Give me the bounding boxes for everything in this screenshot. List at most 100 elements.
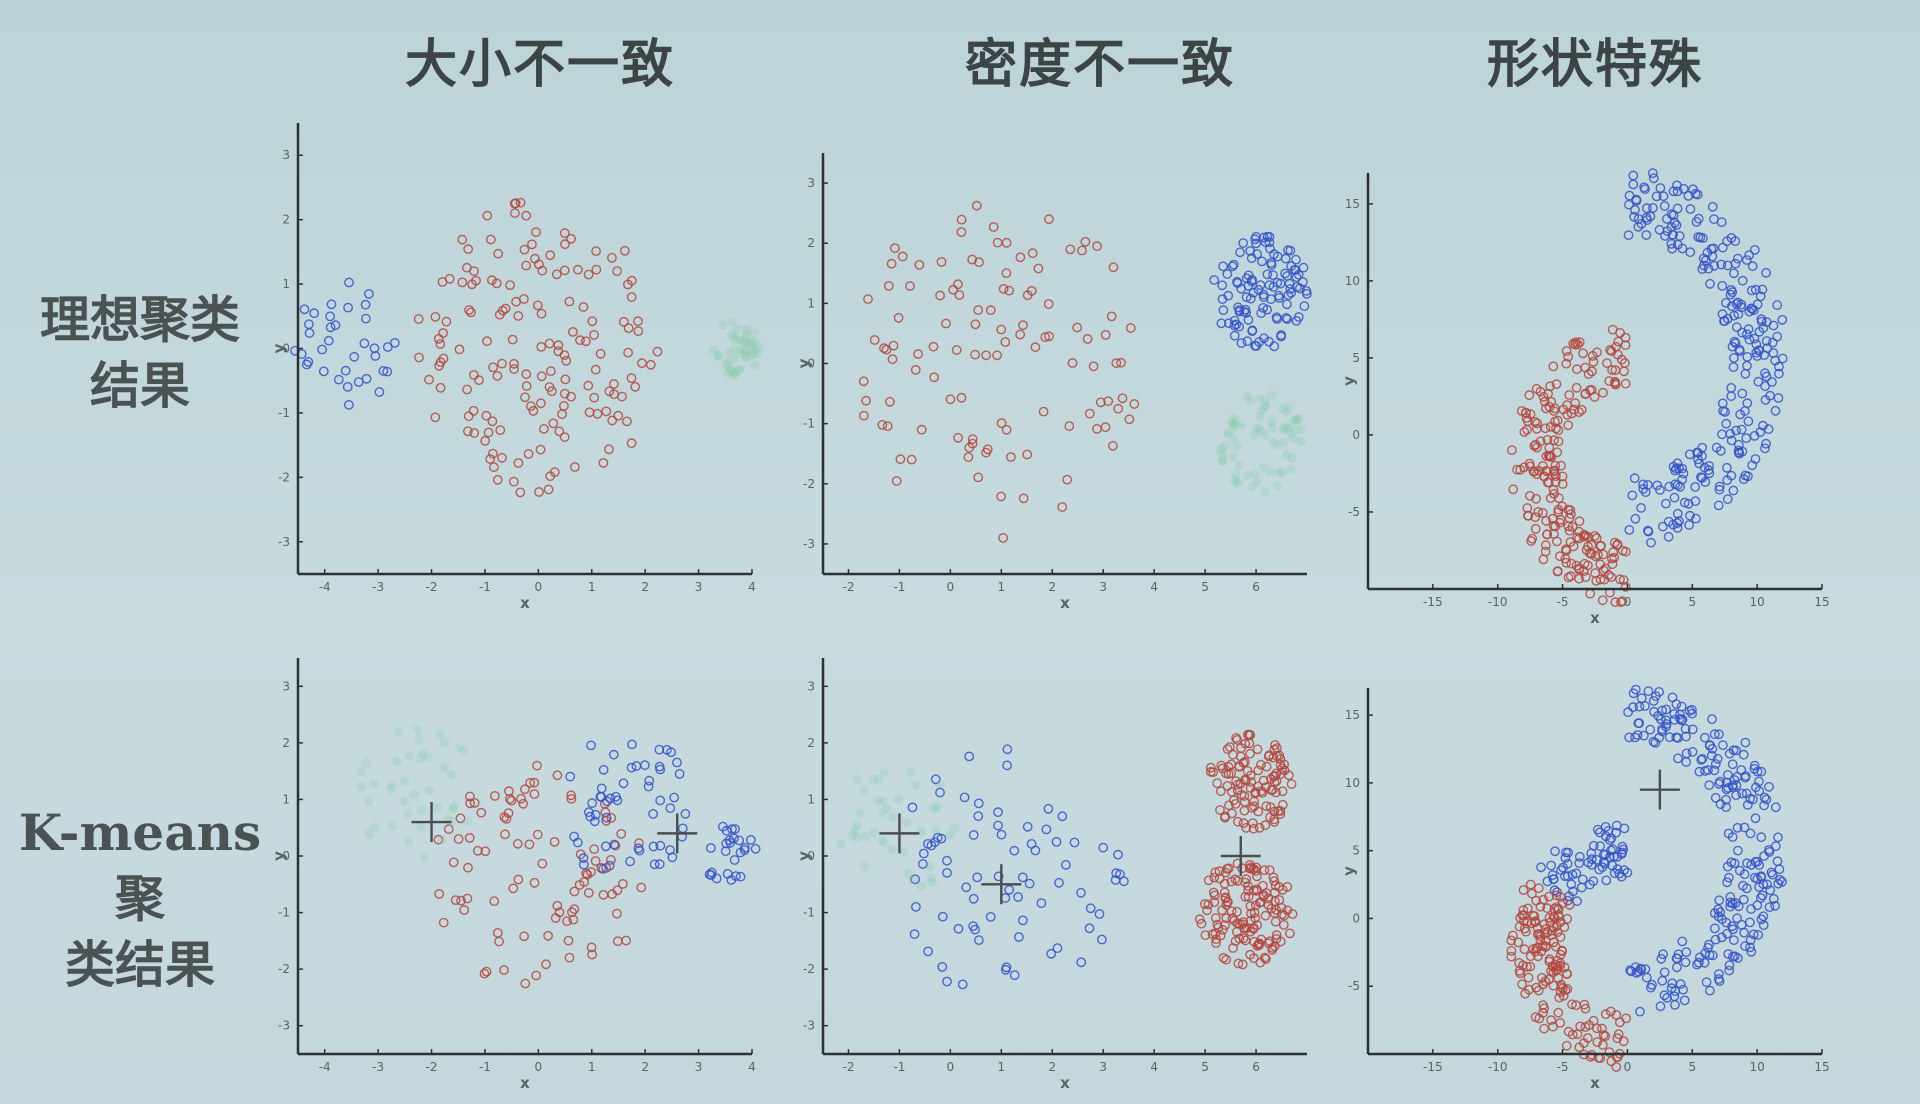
data-point-red	[1255, 759, 1266, 770]
data-point-red	[1111, 358, 1122, 369]
data-point-red	[1545, 381, 1556, 392]
data-point-blue	[1216, 318, 1227, 329]
col-title-density: 密度不一致	[964, 35, 1235, 95]
y-tick-label: 2	[807, 236, 815, 250]
data-point-blue	[1017, 872, 1028, 883]
data-point-red	[1522, 416, 1533, 427]
data-point-red	[469, 428, 480, 438]
data-point-red	[626, 373, 637, 383]
data-point-red	[545, 471, 556, 482]
y-tick-label: 0	[282, 342, 290, 356]
data-point-red	[525, 401, 536, 411]
data-point-green	[934, 779, 945, 789]
data-point-red	[1269, 876, 1280, 887]
data-point-red	[882, 421, 893, 431]
data-point-red	[1209, 872, 1220, 883]
data-point-red	[443, 824, 454, 835]
data-point-red	[992, 237, 1003, 248]
data-point-red	[626, 438, 637, 449]
x-tick-label: -2	[426, 580, 438, 594]
y-tick-label: 3	[282, 148, 290, 162]
data-point-red	[526, 239, 537, 250]
data-point-red	[532, 829, 543, 840]
data-point-red	[913, 349, 924, 359]
data-point-blue	[1001, 962, 1012, 973]
data-point-red	[1222, 863, 1232, 874]
data-point-blue	[972, 872, 983, 883]
data-point-red	[1506, 445, 1517, 455]
data-point-red	[1243, 891, 1254, 902]
data-point-red	[1194, 914, 1205, 925]
data-point-green	[916, 881, 927, 891]
data-point-blue	[317, 344, 327, 355]
data-point-red	[1283, 770, 1294, 781]
data-point-blue	[1684, 520, 1694, 530]
data-point-red	[583, 380, 594, 391]
data-point-green	[742, 351, 752, 362]
data-point-blue	[1232, 276, 1242, 287]
data-point-blue	[1757, 284, 1768, 295]
data-point-red	[1240, 738, 1251, 749]
y-tick-label: -3	[803, 537, 815, 551]
data-point-blue	[1721, 802, 1731, 813]
data-point-blue	[1772, 331, 1783, 342]
data-point-blue	[1685, 204, 1696, 214]
data-point-green	[745, 337, 755, 347]
data-point-blue	[1536, 862, 1546, 873]
data-point-blue	[973, 935, 984, 945]
data-point-green	[1256, 426, 1266, 437]
x-tick-label: 0	[535, 1060, 543, 1074]
data-point-blue	[1738, 894, 1749, 905]
data-point-red	[1546, 1015, 1557, 1026]
data-point-red	[531, 970, 542, 981]
data-point-blue	[1760, 394, 1771, 405]
data-point-red	[1275, 809, 1286, 820]
row-label-ideal-line1: 理想聚类	[40, 290, 240, 349]
data-point-red	[586, 867, 596, 877]
data-point-red	[1215, 930, 1226, 941]
data-point-red	[1018, 493, 1029, 504]
data-point-blue	[1738, 474, 1749, 484]
data-point-red	[434, 360, 445, 371]
data-point-blue	[1749, 760, 1760, 771]
x-tick-label: 0	[947, 1060, 955, 1074]
y-tick-label: 2	[282, 213, 290, 227]
data-point-green	[1231, 469, 1241, 479]
data-point-blue	[727, 824, 737, 835]
data-point-blue	[1625, 965, 1635, 976]
data-point-red	[1271, 933, 1282, 944]
data-point-red	[1222, 780, 1233, 791]
data-point-red	[465, 798, 476, 809]
data-point-red	[1574, 573, 1585, 584]
data-point-blue	[1690, 513, 1701, 524]
data-point-red	[1561, 557, 1572, 568]
data-point-blue	[1712, 753, 1723, 764]
data-point-red	[463, 244, 474, 255]
data-point-red	[430, 311, 441, 322]
data-point-green	[1231, 477, 1242, 488]
data-point-red	[521, 381, 532, 391]
data-point-blue	[735, 847, 746, 858]
data-point-red	[1563, 521, 1574, 532]
data-point-green	[1296, 436, 1306, 447]
data-point-red	[1520, 988, 1531, 999]
data-point-blue	[654, 744, 665, 755]
data-point-red	[1237, 919, 1248, 929]
data-point-blue	[1683, 191, 1694, 201]
data-point-blue	[750, 843, 761, 854]
data-point-blue	[1760, 443, 1770, 454]
data-point-red	[1567, 1029, 1578, 1040]
data-point-blue	[1574, 851, 1585, 862]
x-axis-label: x	[1590, 609, 1600, 627]
y-tick-label: -1	[803, 417, 815, 431]
data-point-blue	[1623, 707, 1633, 718]
data-point-red	[1237, 959, 1248, 970]
data-point-red	[1530, 512, 1541, 522]
data-point-blue	[1761, 794, 1772, 805]
data-point-blue	[1745, 935, 1756, 946]
data-point-green	[908, 876, 918, 886]
data-point-red	[531, 227, 541, 238]
data-point-red	[535, 398, 546, 409]
data-point-blue	[1619, 823, 1630, 834]
data-point-blue	[1046, 948, 1057, 959]
